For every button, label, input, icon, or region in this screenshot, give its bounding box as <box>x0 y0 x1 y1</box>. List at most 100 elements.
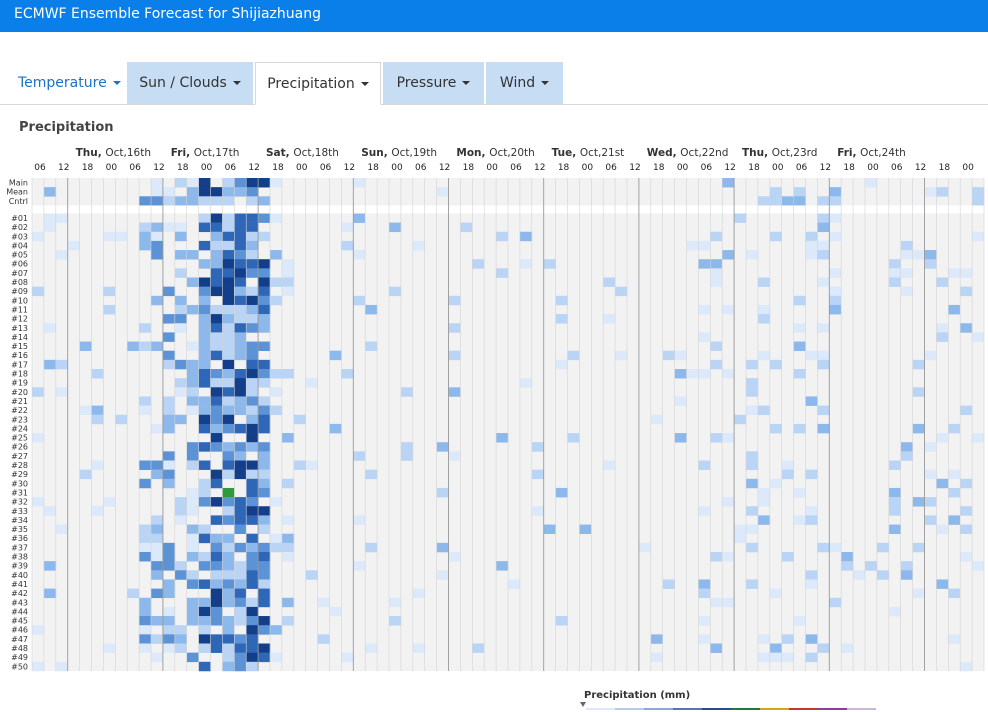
heatmap-cell <box>210 588 223 599</box>
heatmap-cell <box>186 552 199 562</box>
heatmap-cell <box>258 643 271 653</box>
precipitation-heatmap: Thu, Oct,16th Fri, Oct,17th Sat, Oct,18th S… <box>6 147 985 671</box>
heatmap-cell <box>139 533 152 544</box>
heatmap-cell <box>912 588 925 599</box>
heatmap-cell <box>888 506 901 516</box>
heatmap-cell <box>139 524 152 534</box>
heatmap-cell <box>258 396 271 406</box>
tab-pressure[interactable]: Pressure <box>383 62 484 104</box>
heatmap-cell <box>151 196 164 206</box>
heatmap-cell <box>258 314 271 324</box>
tab-sun-clouds[interactable]: Sun / Clouds <box>127 62 253 104</box>
heatmap-cell <box>710 259 723 269</box>
heatmap-cell <box>258 616 271 626</box>
heatmap-cell <box>246 616 259 626</box>
heatmap-cell <box>400 442 414 452</box>
heatmap-cell <box>888 524 901 534</box>
row-label: #18 <box>11 370 28 379</box>
heatmap-cell <box>210 478 223 489</box>
heatmap-cell <box>757 634 771 644</box>
heatmap-cell <box>32 433 45 443</box>
heatmap-cell <box>222 396 235 406</box>
heatmap-cell <box>258 369 271 379</box>
heatmap-cell <box>222 369 235 379</box>
heatmap-cell <box>448 295 461 306</box>
hour-tick: 12 <box>629 163 640 173</box>
hour-tick: 12 <box>820 163 831 173</box>
heatmap-cell <box>186 497 199 507</box>
row-label: #42 <box>11 589 28 598</box>
heatmap-cell <box>746 524 759 534</box>
heatmap-cell <box>186 597 199 608</box>
heatmap-cell <box>960 286 973 297</box>
heatmap-cell <box>210 497 223 507</box>
heatmap-cell <box>246 625 259 635</box>
heatmap-cell <box>210 187 223 197</box>
heatmap-cell <box>329 423 342 434</box>
heatmap-cell <box>936 579 949 589</box>
heatmap-cell <box>674 350 687 361</box>
heatmap-cell <box>817 323 830 333</box>
chevron-down-icon <box>112 81 121 85</box>
heatmap-cell <box>174 295 187 306</box>
heatmap-cell <box>198 616 211 626</box>
heatmap-cell <box>198 187 211 197</box>
heatmap-cell <box>757 196 771 206</box>
heatmap-cell <box>948 423 961 434</box>
heatmap-cell <box>722 552 735 562</box>
heatmap-cell <box>960 405 973 416</box>
hour-tick: 00 <box>106 163 118 173</box>
heatmap-cell <box>246 213 259 223</box>
heatmap-cell <box>151 187 164 197</box>
heatmap-cell <box>198 178 211 188</box>
heatmap-cell <box>222 643 235 653</box>
heatmap-cell <box>389 597 402 608</box>
tab-wind[interactable]: Wind <box>486 62 563 104</box>
heatmap-cell <box>162 332 176 342</box>
heatmap-cell <box>258 442 271 452</box>
heatmap-cell <box>222 387 235 397</box>
heatmap-cell <box>210 433 223 443</box>
heatmap-cell <box>222 506 235 516</box>
heatmap-cell <box>198 597 211 608</box>
heatmap-cell <box>246 533 259 544</box>
day-label: Sun, Oct,19th <box>361 147 437 159</box>
heatmap-cell <box>258 597 271 608</box>
row-label: #08 <box>11 278 28 287</box>
heatmap-cell <box>246 187 259 197</box>
tab-precipitation[interactable]: Precipitation <box>255 62 381 105</box>
heatmap-cell <box>246 652 259 663</box>
day-label: Fri, Oct,24th <box>837 147 906 159</box>
heatmap-cell <box>198 213 211 223</box>
heatmap-cell <box>103 643 116 653</box>
heatmap-cell <box>603 277 616 287</box>
heatmap-cell <box>162 616 176 626</box>
heatmap-cell <box>710 268 723 278</box>
heatmap-cell <box>365 469 378 480</box>
heatmap-cell <box>412 240 425 251</box>
heatmap-cell <box>722 597 735 608</box>
heatmap-cell <box>186 533 199 544</box>
heatmap-cell <box>198 286 211 297</box>
heatmap-cell <box>270 497 283 507</box>
heatmap-cell <box>186 405 199 416</box>
heatmap-cell <box>948 469 961 480</box>
heatmap-cell <box>162 606 176 617</box>
row-label: #38 <box>11 553 28 562</box>
heatmap-cell <box>198 487 211 498</box>
heatmap-cell <box>258 460 271 470</box>
hour-tick: 18 <box>367 163 379 173</box>
heatmap-cell <box>960 323 973 333</box>
heatmap-cell <box>198 259 211 269</box>
heatmap-cell <box>722 304 735 315</box>
heatmap-cell <box>222 213 235 223</box>
row-label: #36 <box>11 534 28 543</box>
row-label: #05 <box>11 251 28 260</box>
tab-label: Wind <box>499 75 536 91</box>
heatmap-cell <box>198 396 211 406</box>
heatmap-cell <box>186 369 199 379</box>
heatmap-cell <box>174 378 187 388</box>
heatmap-cell <box>91 405 104 416</box>
tab-temperature[interactable]: Temperature <box>0 62 126 104</box>
heatmap-cell <box>948 487 961 498</box>
